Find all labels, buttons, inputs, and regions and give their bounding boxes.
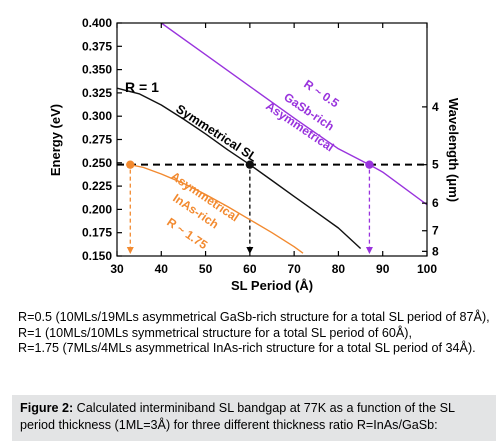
y-tick-label: 0.325 (82, 86, 112, 100)
note-r1: R=1 (10MLs/10MLs symmetrical structure f… (18, 325, 412, 340)
marker-symmetrical (245, 160, 255, 169)
x-axis-label: SL Period (Å) (231, 278, 313, 293)
drop-arrow (126, 247, 134, 254)
notes: R=0.5 (10MLs/19MLs asymmetrical GaSb-ric… (18, 310, 496, 357)
figure-caption-box: Figure 2: Calculated interminiband SL ba… (12, 395, 496, 441)
y-tick-label: 0.275 (82, 133, 112, 147)
y2-tick-label: 7 (432, 224, 439, 238)
figure-caption-text: Calculated interminiband SL bandgap at 7… (20, 401, 455, 432)
y-tick-label: 0.175 (82, 226, 112, 240)
x-tick-label: 90 (376, 262, 390, 276)
inas-rich-curve (130, 164, 304, 254)
x-tick-label: 30 (110, 262, 124, 276)
y-tick-label: 0.375 (82, 39, 112, 53)
x-tick-label: 50 (199, 262, 213, 276)
plot-frame (116, 22, 428, 257)
figure-caption: Figure 2: Calculated interminiband SL ba… (20, 400, 492, 434)
y-axis-label: Energy (eV) (48, 104, 63, 176)
y2-axis-label: Wavelength (μm) (446, 98, 461, 202)
y-tick-label: 0.350 (82, 63, 112, 77)
x-tick-label: 70 (287, 262, 301, 276)
marker-inas-rich (126, 160, 135, 169)
annotation-symmetrical: Symmetrical SL (173, 102, 260, 165)
y-tick-label: 0.250 (82, 156, 112, 170)
y-tick-label: 0.225 (82, 179, 112, 193)
x-tick-label: 80 (332, 262, 346, 276)
figure-label: Figure 2: (20, 401, 74, 415)
x-tick-label: 60 (243, 262, 257, 276)
drop-arrow (365, 247, 373, 254)
x-tick-label: 40 (155, 262, 169, 276)
bandgap-chart: 30 40 50 60 70 80 90 100 0.150 0.175 0.200 0.225 0.2… (48, 16, 461, 293)
gasb-rich-curve (160, 23, 427, 206)
y2-tick-label: 4 (432, 100, 439, 114)
y2-tick-label: 5 (432, 158, 439, 172)
marker-gasb-rich (365, 160, 374, 169)
y-tick-label: 0.150 (82, 249, 112, 263)
symmetrical-curve (117, 87, 362, 250)
y-tick-label: 0.300 (82, 109, 112, 123)
x-tick-label: 100 (417, 262, 437, 276)
note-r05: R=0.5 (10MLs/19MLs asymmetrical GaSb-ric… (18, 310, 490, 324)
y-tick-label: 0.400 (82, 16, 112, 30)
note-r175: R=1.75 (7MLs/4MLs asymmetrical InAs-rich… (18, 341, 476, 356)
annotation-r1: R = 1 (125, 79, 159, 95)
y-tick-label: 0.200 (82, 202, 112, 216)
drop-arrow (246, 247, 254, 254)
y2-tick-label: 6 (432, 196, 439, 210)
y2-tick-label: 8 (432, 244, 439, 258)
